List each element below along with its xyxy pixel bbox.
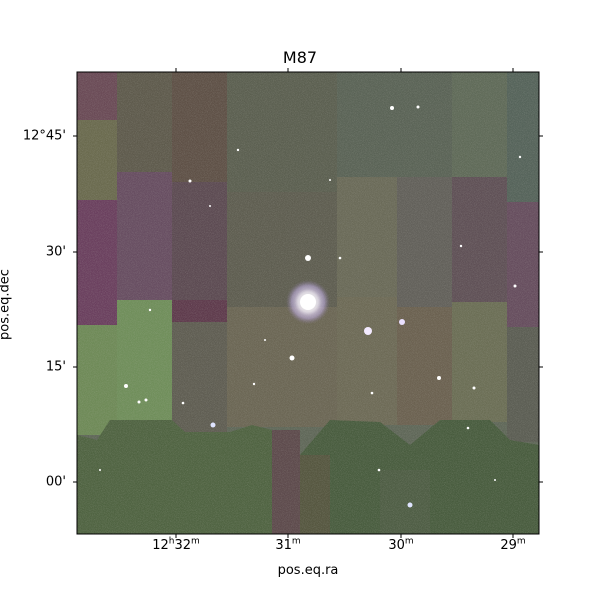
star: [364, 327, 372, 335]
x-tick-label: 30m: [388, 536, 414, 553]
star: [252, 382, 256, 386]
plot-title: M87: [282, 48, 318, 67]
star: [137, 400, 141, 404]
star: [124, 384, 128, 388]
star: [210, 422, 216, 428]
star: [209, 205, 211, 207]
y-tick-label: 15': [45, 359, 66, 375]
star: [329, 179, 331, 181]
star: [466, 426, 470, 430]
star: [370, 391, 374, 395]
y-tick-label: 00': [45, 474, 66, 490]
x-tick-label: 12h32m: [152, 536, 200, 553]
sky-image: [77, 72, 539, 534]
star: [188, 179, 192, 183]
star: [305, 255, 311, 261]
star: [390, 106, 394, 110]
star: [181, 401, 185, 405]
star: [494, 479, 496, 481]
star: [377, 468, 381, 472]
star: [399, 319, 405, 325]
y-axis-label: pos.eq.dec: [0, 269, 13, 340]
star: [459, 244, 463, 248]
star: [416, 105, 420, 109]
galaxy-m87: [286, 280, 330, 324]
axis-ticks: [73, 68, 543, 538]
star: [437, 376, 441, 380]
plot-frame: [76, 71, 540, 535]
x-tick-label: 29m: [500, 536, 526, 553]
star: [472, 386, 476, 390]
star: [264, 339, 266, 341]
y-tick-label: 12°45': [22, 128, 66, 144]
star: [407, 502, 413, 508]
star: [236, 148, 240, 152]
star: [513, 284, 517, 288]
star: [99, 469, 101, 471]
x-tick-label: 31m: [275, 536, 301, 553]
star: [338, 256, 342, 260]
x-axis-label: pos.eq.ra: [277, 563, 339, 578]
y-tick-label: 30': [45, 244, 66, 260]
star: [144, 398, 148, 402]
star: [289, 355, 295, 361]
star: [148, 308, 152, 312]
star: [518, 155, 522, 159]
stars: [99, 105, 522, 508]
